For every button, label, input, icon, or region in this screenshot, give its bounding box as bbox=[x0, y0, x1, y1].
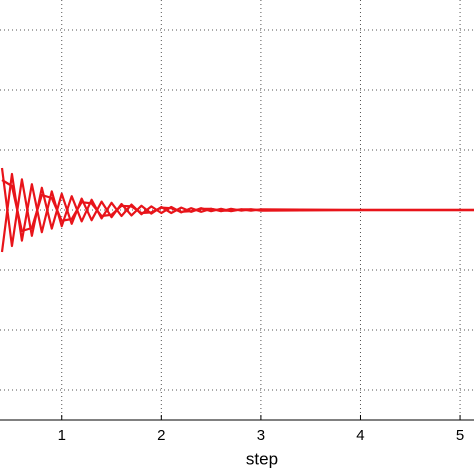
data-line bbox=[0, 172, 474, 253]
data-line bbox=[0, 167, 474, 248]
x-tick-label: 2 bbox=[157, 427, 165, 444]
data-line bbox=[1, 179, 474, 233]
x-tick-label: 1 bbox=[58, 427, 66, 444]
x-tick-label: 4 bbox=[356, 427, 364, 444]
x-tick-label: 3 bbox=[257, 427, 265, 444]
x-tick-label: 5 bbox=[456, 427, 464, 444]
x-axis-label: step bbox=[246, 449, 278, 468]
